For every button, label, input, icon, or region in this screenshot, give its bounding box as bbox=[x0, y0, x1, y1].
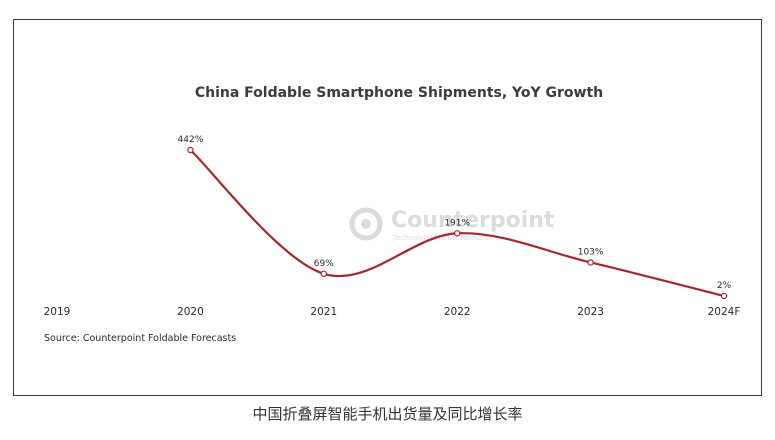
data-point bbox=[720, 292, 728, 300]
chart-frame bbox=[13, 19, 762, 396]
data-label: 191% bbox=[444, 218, 470, 228]
watermark-sub: Technology Market Research bbox=[392, 234, 493, 242]
data-point bbox=[587, 259, 594, 266]
x-tick-label: 2021 bbox=[310, 306, 337, 318]
data-label: 2% bbox=[717, 281, 732, 291]
data-point bbox=[320, 270, 327, 277]
x-tick-label: 2019 bbox=[44, 306, 71, 318]
data-label: 69% bbox=[314, 259, 334, 269]
chart-title: China Foldable Smartphone Shipments, YoY… bbox=[195, 85, 603, 101]
data-point bbox=[454, 230, 461, 237]
x-tick-label: 2023 bbox=[577, 306, 604, 318]
data-points bbox=[187, 146, 728, 300]
data-labels: 442% 69% 191% 103% 2% bbox=[178, 135, 732, 291]
x-tick-label: 2020 bbox=[177, 306, 204, 318]
figure-caption: 中国折叠屏智能手机出货量及同比增长率 bbox=[252, 405, 523, 423]
series-line bbox=[189, 149, 725, 298]
data-label: 103% bbox=[578, 247, 604, 257]
watermark: Counterpoint Technology Market Research bbox=[349, 207, 555, 242]
watermark-brand: Counterpoint bbox=[391, 208, 555, 233]
data-label: 442% bbox=[178, 135, 204, 145]
x-tick-label: 2022 bbox=[444, 306, 471, 318]
x-axis-ticks: 2019 2020 2021 2022 2023 2024F bbox=[44, 306, 741, 318]
watermark-logo-icon bbox=[349, 207, 383, 241]
source-note: Source: Counterpoint Foldable Forecasts bbox=[44, 333, 236, 344]
data-point bbox=[187, 146, 194, 154]
chart-svg: Counterpoint Technology Market Research … bbox=[44, 85, 741, 344]
x-tick-label: 2024F bbox=[708, 306, 741, 318]
